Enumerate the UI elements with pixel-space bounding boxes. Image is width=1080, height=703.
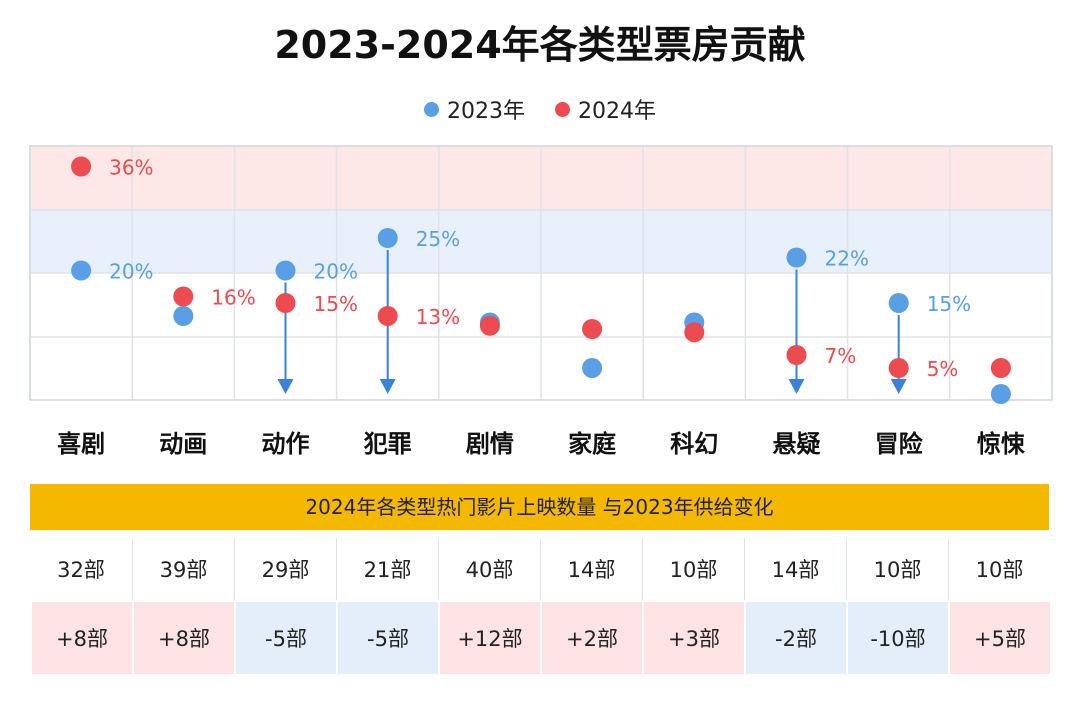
legend-entry-2024: 2024年 xyxy=(555,93,656,125)
point-2024-3 xyxy=(377,306,398,326)
point-2024-2 xyxy=(275,293,296,313)
supply-change-cell: +12部 xyxy=(438,602,540,674)
point-2023-3 xyxy=(377,228,398,248)
data-label-2023-3: 25% xyxy=(416,227,460,251)
supply-change-row: +8部 +8部 -5部 -5部 +12部 +2部 +3部 -2部 -10部 +5部 xyxy=(30,602,1050,674)
point-2023-9 xyxy=(990,384,1011,404)
category-label-8: 冒险 xyxy=(875,430,924,458)
supply-change-cell: +8部 xyxy=(30,602,132,674)
chart-svg: 20% 20% 25% 22% 15% 36% 16% 15% 13% 7% 5% 喜剧 动画 动作 犯罪 剧… xyxy=(29,145,1053,458)
data-label-2023-7: 22% xyxy=(825,247,869,271)
data-label-2023-8: 15% xyxy=(927,292,971,316)
legend-marker-2024 xyxy=(555,101,570,117)
category-label-1: 动画 xyxy=(159,430,207,458)
release-count-cell: 21部 xyxy=(336,538,438,600)
release-count-cell: 14部 xyxy=(744,538,846,600)
decline-arrow-head-1 xyxy=(379,379,396,394)
point-2023-2 xyxy=(275,260,296,281)
point-2024-9 xyxy=(990,358,1011,378)
release-count-cell: 14部 xyxy=(540,538,642,600)
legend-marker-2023 xyxy=(424,101,439,117)
point-2024-4 xyxy=(479,315,500,336)
category-label-6: 科幻 xyxy=(670,430,718,458)
legend-label-2024: 2024年 xyxy=(578,99,656,124)
category-label-7: 悬疑 xyxy=(773,430,821,458)
decline-arrow-head-2 xyxy=(788,379,805,394)
release-count-cell: 32部 xyxy=(57,558,105,582)
point-2023-1 xyxy=(173,306,194,326)
category-label-9: 惊悚 xyxy=(977,430,1026,458)
point-2024-7 xyxy=(786,345,807,365)
point-2023-7 xyxy=(786,247,807,268)
data-label-2024-8: 5% xyxy=(927,357,959,381)
release-count-cell: 40部 xyxy=(438,538,540,600)
supply-change-cell: -10部 xyxy=(846,602,948,674)
data-label-2023-2: 20% xyxy=(314,260,358,284)
supply-banner: 2024年各类型热门影片上映数量 与2023年供给变化 xyxy=(30,484,1049,530)
point-2024-1 xyxy=(173,286,194,307)
point-2023-0 xyxy=(71,260,92,281)
release-count-cell: 39部 xyxy=(132,538,234,600)
release-count-cell: 10部 xyxy=(948,538,1050,600)
supply-change-cell: -2部 xyxy=(744,602,846,674)
supply-change-cell: -5部 xyxy=(234,602,336,674)
supply-change-cell: +3部 xyxy=(642,602,744,674)
release-count-cell: 10部 xyxy=(846,538,948,600)
point-2023-5 xyxy=(582,358,603,378)
data-label-2024-1: 16% xyxy=(211,286,255,310)
category-label-2: 动作 xyxy=(262,430,310,458)
chart-title: 2023-2024年各类型票房贡献 xyxy=(274,23,806,67)
supply-change-cell: +5部 xyxy=(948,602,1050,674)
plot-border xyxy=(29,145,1053,401)
release-count-cell: 10部 xyxy=(642,538,744,600)
supply-change-cell: -5部 xyxy=(336,602,438,674)
data-label-2024-0: 36% xyxy=(109,156,153,180)
supply-change-cell: +2部 xyxy=(540,602,642,674)
data-label-2024-7: 7% xyxy=(825,344,857,368)
decline-arrow-head-0 xyxy=(277,379,294,394)
point-2024-6 xyxy=(684,322,705,343)
point-2024-5 xyxy=(582,319,603,339)
category-label-3: 犯罪 xyxy=(363,430,412,458)
release-count-cell: 29部 xyxy=(234,538,336,600)
category-label-5: 家庭 xyxy=(568,430,616,458)
data-label-2024-3: 13% xyxy=(416,305,460,329)
data-label-2024-2: 15% xyxy=(314,292,358,316)
release-count-row: 32部 39部 29部 21部 40部 14部 10部 14部 10部 10部 xyxy=(30,538,1050,600)
legend-entry-2023: 2023年 xyxy=(424,93,525,125)
category-label-4: 剧情 xyxy=(466,430,514,458)
category-label-0: 喜剧 xyxy=(57,430,105,458)
data-label-2023-0: 20% xyxy=(109,260,153,284)
legend: 2023年 2024年 xyxy=(0,93,1080,125)
point-2024-0 xyxy=(71,156,92,177)
point-2023-8 xyxy=(888,293,909,313)
supply-change-cell: +8部 xyxy=(132,602,234,674)
legend-label-2023: 2023年 xyxy=(447,99,525,124)
decline-arrow-head-3 xyxy=(890,379,907,394)
point-2024-8 xyxy=(888,358,909,378)
